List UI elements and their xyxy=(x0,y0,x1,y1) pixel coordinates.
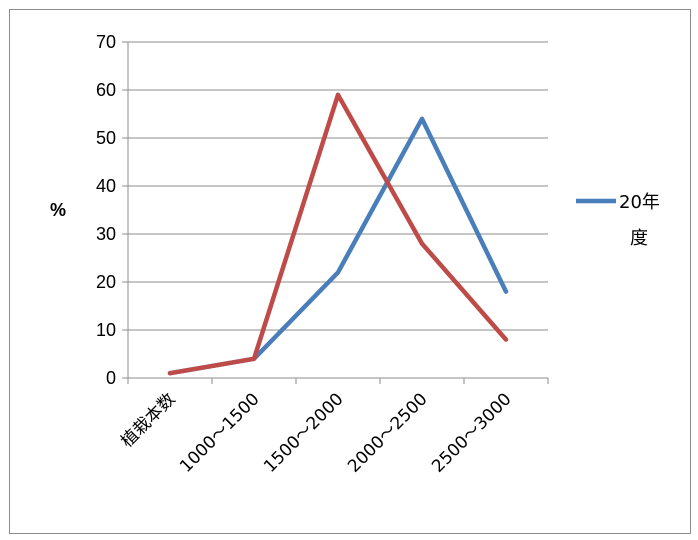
y-tick-label: 70 xyxy=(96,32,116,52)
gridlines xyxy=(128,41,548,331)
x-tick-label: 1500～2000 xyxy=(260,389,347,476)
data-point xyxy=(506,339,507,340)
y-tick-label: 20 xyxy=(96,272,116,292)
data-point xyxy=(422,243,423,244)
y-tick-label: 50 xyxy=(96,128,116,148)
y-tick-label: 10 xyxy=(96,320,116,340)
data-point xyxy=(506,291,507,292)
y-tick-labels: 0 10 20 30 40 50 60 70 xyxy=(96,32,116,388)
y-tick-label: 60 xyxy=(96,80,116,100)
y-axis-label: % xyxy=(50,200,66,220)
x-tick-label: 2500～3000 xyxy=(428,389,515,476)
legend-label: 20年度 xyxy=(619,192,660,249)
data-point xyxy=(338,94,339,95)
chart-frame xyxy=(9,9,691,534)
axes xyxy=(122,41,549,384)
x-tick-label: 2000～2500 xyxy=(344,389,431,476)
y-tick-label: 30 xyxy=(96,224,116,244)
data-point xyxy=(338,272,339,273)
series-line-2 xyxy=(167,92,509,376)
legend: 20年度 xyxy=(576,192,660,249)
x-tick-label: 1000～1500 xyxy=(176,389,263,476)
x-tick-label: 植栽本数 xyxy=(117,389,179,451)
data-point xyxy=(422,118,423,119)
series-line-1 xyxy=(167,116,509,376)
y-tick-label: 40 xyxy=(96,176,116,196)
data-point xyxy=(170,373,171,374)
data-point xyxy=(254,358,255,359)
y-tick-label: 0 xyxy=(106,368,116,388)
series-lines xyxy=(167,92,509,376)
